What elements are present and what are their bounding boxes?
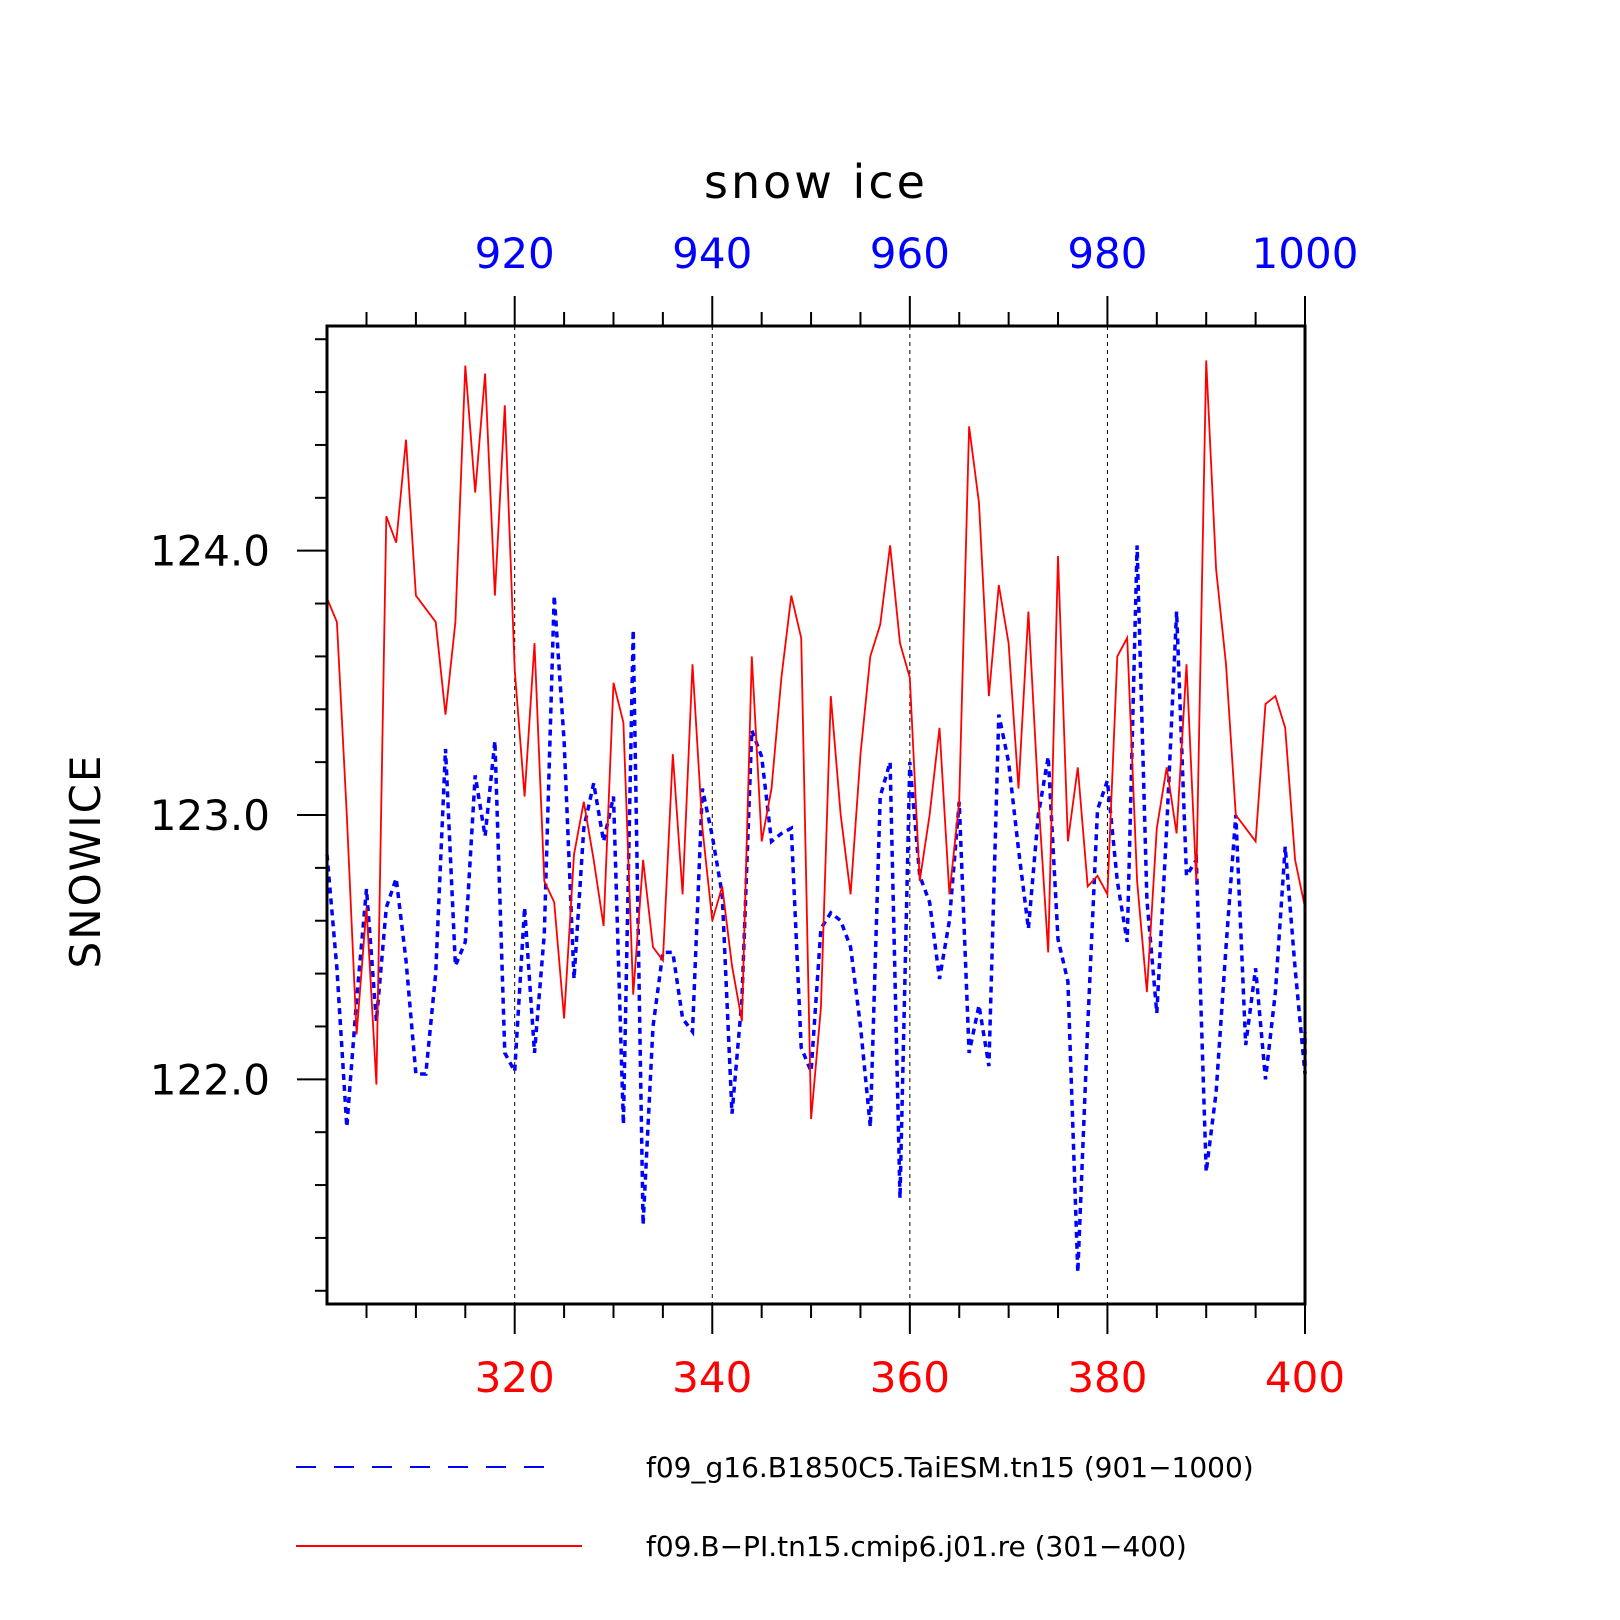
series-line-0 [325, 545, 1307, 1273]
series-lines [325, 360, 1307, 1273]
series-line-1 [326, 360, 1306, 1120]
y-axis-label: SNOWICE [61, 754, 110, 969]
xtick-top-label-1: 940 [672, 229, 752, 278]
xtick-bottom-label-4: 400 [1265, 1353, 1345, 1402]
xtick-top-label-0: 920 [475, 229, 555, 278]
legend-label-taiesm: f09_g16.B1850C5.TaiESM.tn15 (901−1000) [646, 1451, 1254, 1484]
ytick-label-2: 124.0 [150, 527, 270, 576]
axis-tick-labels: 122.0 123.0 124.0 320 340 360 380 400 920 940 960 9… [150, 229, 1359, 1402]
xtick-top-label-3: 980 [1067, 229, 1147, 278]
xtick-bottom-label-2: 360 [870, 1353, 950, 1402]
ytick-label-0: 122.0 [150, 1055, 270, 1104]
xtick-top-label-4: 1000 [1252, 229, 1359, 278]
xtick-bottom-label-3: 380 [1067, 1353, 1147, 1402]
ytick-label-1: 123.0 [150, 791, 270, 840]
xtick-bottom-label-1: 340 [672, 1353, 752, 1402]
xtick-top-label-2: 960 [870, 229, 950, 278]
legend: f09_g16.B1850C5.TaiESM.tn15 (901−1000) f… [296, 1451, 1254, 1563]
legend-label-cmip6: f09.B−PI.tn15.cmip6.j01.re (301−400) [646, 1530, 1187, 1563]
chart-title: snow ice [704, 155, 928, 209]
axis-ticks [297, 296, 1306, 1334]
gridlines [514, 326, 1108, 1304]
xtick-bottom-label-0: 320 [475, 1353, 555, 1402]
